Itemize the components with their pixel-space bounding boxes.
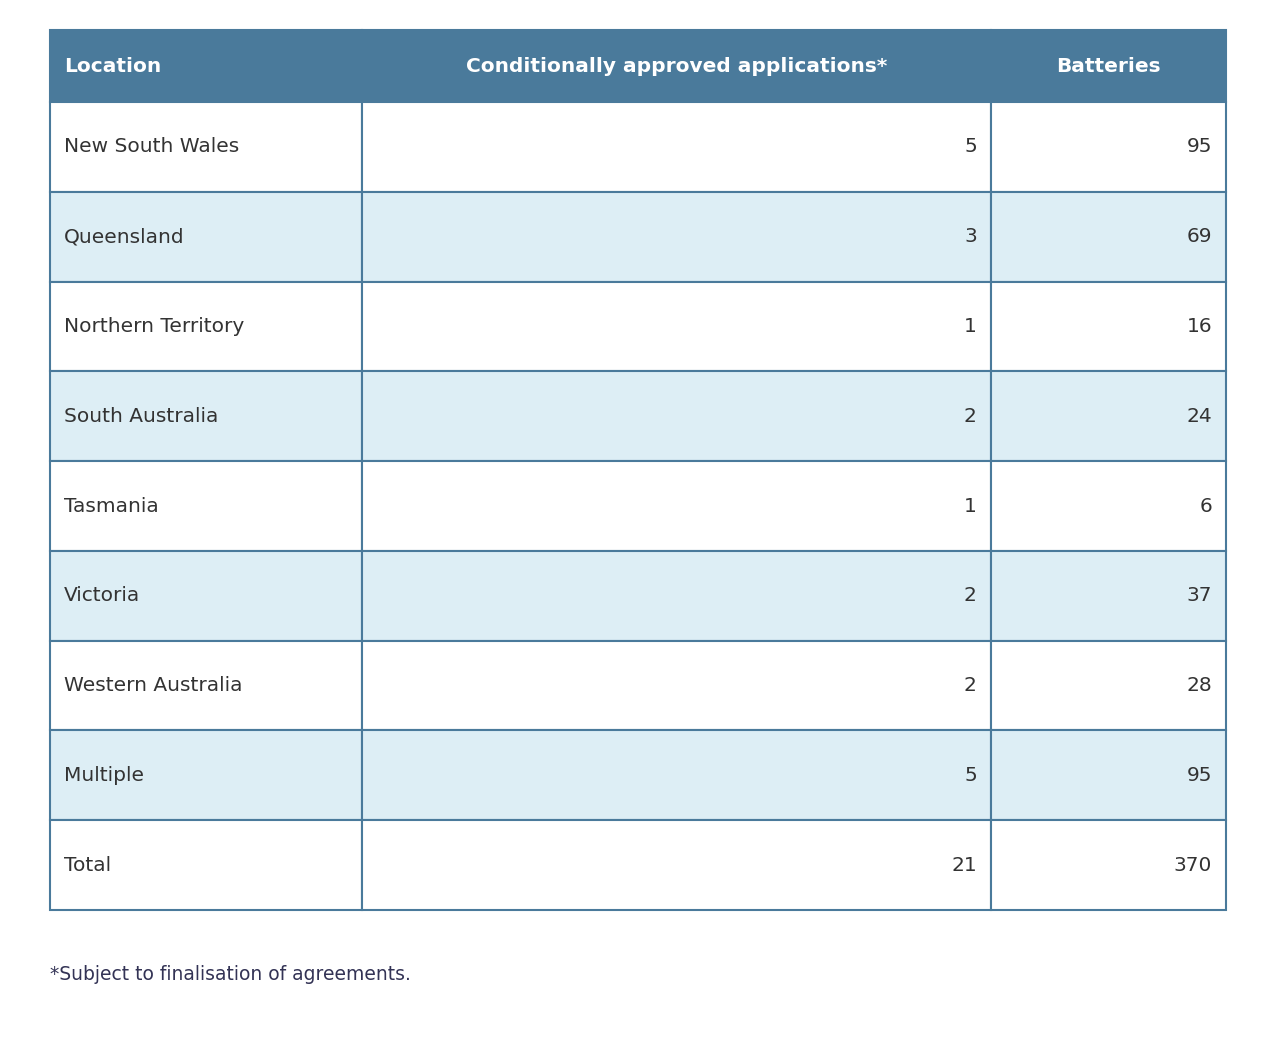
Bar [990, 102, 1226, 192]
Bar [361, 281, 990, 371]
Text: 2: 2 [963, 676, 977, 695]
Bar [990, 371, 1226, 462]
Bar [990, 820, 1226, 910]
Bar [990, 192, 1226, 281]
Bar [361, 551, 990, 641]
Text: 37: 37 [1187, 587, 1212, 605]
Bar [50, 281, 361, 371]
Bar [990, 30, 1226, 102]
Text: Northern Territory: Northern Territory [64, 317, 244, 336]
Bar [50, 551, 361, 641]
Bar [361, 371, 990, 462]
Text: 5: 5 [965, 766, 977, 785]
Bar [50, 820, 361, 910]
Text: Location: Location [64, 56, 161, 75]
Bar [50, 102, 361, 192]
Text: 2: 2 [963, 587, 977, 605]
Text: 3: 3 [965, 227, 977, 246]
Text: Total: Total [64, 855, 111, 874]
Text: Tasmania: Tasmania [64, 496, 158, 516]
Text: 24: 24 [1187, 406, 1212, 426]
Text: 95: 95 [1187, 766, 1212, 785]
Bar [361, 820, 990, 910]
Text: Batteries: Batteries [1057, 56, 1161, 75]
Bar [50, 192, 361, 281]
Text: 21: 21 [951, 855, 977, 874]
Bar [361, 730, 990, 820]
Bar [990, 730, 1226, 820]
Text: 16: 16 [1187, 317, 1212, 336]
Bar [990, 641, 1226, 730]
Bar [361, 30, 990, 102]
Text: Conditionally approved applications*: Conditionally approved applications* [466, 56, 887, 75]
Text: 370: 370 [1174, 855, 1212, 874]
Text: New South Wales: New South Wales [64, 138, 240, 156]
Bar [50, 730, 361, 820]
Text: 5: 5 [965, 138, 977, 156]
Bar [50, 641, 361, 730]
Bar [361, 462, 990, 551]
Text: 1: 1 [963, 317, 977, 336]
Text: Multiple: Multiple [64, 766, 144, 785]
Text: Queensland: Queensland [64, 227, 185, 246]
Bar [361, 102, 990, 192]
Text: 6: 6 [1199, 496, 1212, 516]
Text: *Subject to finalisation of agreements.: *Subject to finalisation of agreements. [50, 965, 411, 984]
Text: South Australia: South Australia [64, 406, 218, 426]
Bar [361, 641, 990, 730]
Bar [361, 192, 990, 281]
Bar [990, 551, 1226, 641]
Text: Victoria: Victoria [64, 587, 140, 605]
Bar [50, 462, 361, 551]
Text: 2: 2 [963, 406, 977, 426]
Text: 69: 69 [1187, 227, 1212, 246]
Bar [990, 462, 1226, 551]
Text: Western Australia: Western Australia [64, 676, 242, 695]
Text: 28: 28 [1187, 676, 1212, 695]
Bar [50, 371, 361, 462]
Text: 95: 95 [1187, 138, 1212, 156]
Bar [990, 281, 1226, 371]
Bar [50, 30, 361, 102]
Text: 1: 1 [963, 496, 977, 516]
